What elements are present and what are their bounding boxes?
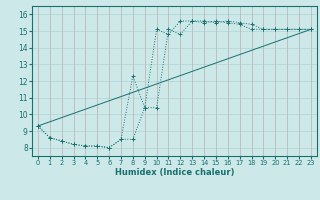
- X-axis label: Humidex (Indice chaleur): Humidex (Indice chaleur): [115, 168, 234, 177]
